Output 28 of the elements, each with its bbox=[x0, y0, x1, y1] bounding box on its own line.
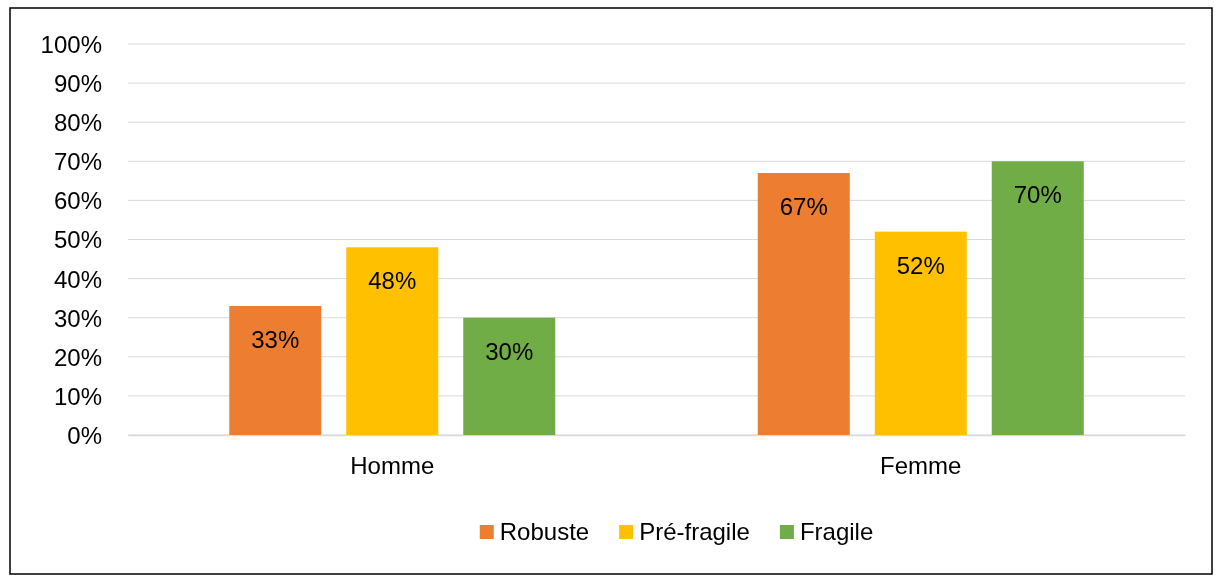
x-tick-label: Homme bbox=[350, 452, 435, 480]
y-tick-label: 50% bbox=[53, 226, 102, 254]
y-tick-label: 0% bbox=[67, 421, 102, 449]
data-label: 70% bbox=[1013, 181, 1062, 209]
y-tick-label: 70% bbox=[53, 148, 102, 176]
y-tick-label: 10% bbox=[53, 382, 102, 410]
bar bbox=[991, 161, 1084, 435]
y-tick-label: 60% bbox=[53, 187, 102, 215]
data-label: 67% bbox=[779, 193, 828, 221]
data-label: 33% bbox=[251, 325, 300, 353]
bar bbox=[874, 231, 967, 435]
legend-label: Robuste bbox=[499, 518, 590, 546]
bar bbox=[757, 173, 850, 435]
bar bbox=[463, 317, 556, 435]
y-tick-label: 40% bbox=[53, 265, 102, 293]
data-label: 30% bbox=[485, 337, 534, 365]
y-tick-label: 80% bbox=[53, 109, 102, 137]
y-tick-label: 90% bbox=[53, 70, 102, 97]
data-label: 48% bbox=[368, 267, 417, 295]
legend-label: Fragile bbox=[799, 518, 874, 546]
y-tick-label: 30% bbox=[53, 304, 102, 332]
bar bbox=[346, 247, 439, 435]
legend-label: Pré-fragile bbox=[639, 518, 750, 546]
y-tick-label: 20% bbox=[53, 343, 102, 371]
bar bbox=[229, 305, 322, 435]
y-tick-label: 100% bbox=[40, 30, 102, 58]
x-tick-label: Femme bbox=[880, 452, 962, 480]
data-label: 52% bbox=[896, 251, 945, 279]
